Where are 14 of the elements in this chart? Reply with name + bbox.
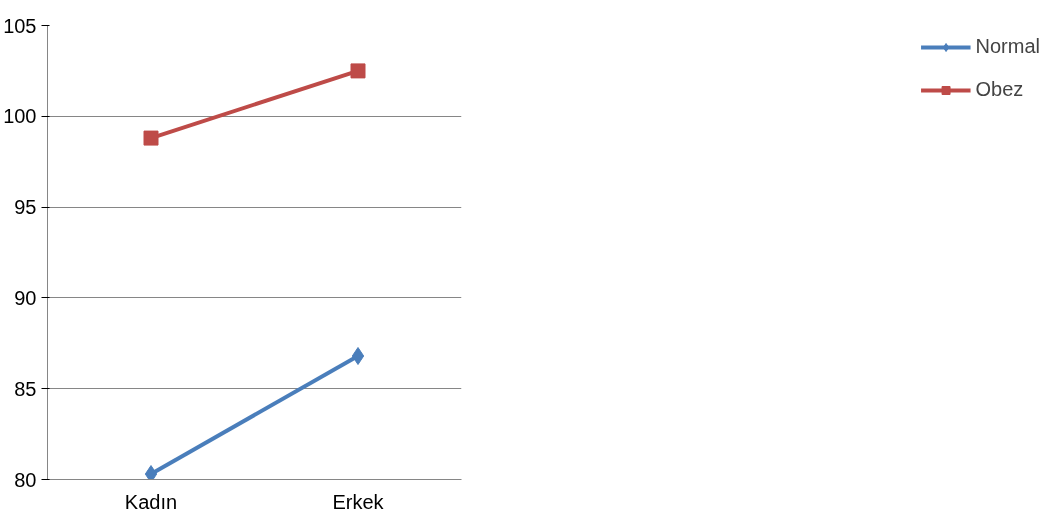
- y-tick-label: 90: [14, 286, 37, 309]
- y-tick-label: 100: [3, 105, 37, 128]
- point: [350, 63, 366, 79]
- x-tick-label: Kadın: [124, 490, 178, 513]
- point: [144, 465, 158, 480]
- x-tick-label: Erkek: [332, 490, 385, 513]
- y-tick-label: 85: [14, 377, 37, 400]
- y-tick-label: 80: [14, 468, 37, 491]
- y-tick-label: 105: [3, 14, 37, 37]
- legend-label: Obez: [975, 78, 1024, 101]
- point: [351, 347, 365, 366]
- point: [143, 130, 159, 146]
- legend-label: Normal: [975, 35, 1040, 58]
- y-tick-label: 95: [14, 196, 37, 219]
